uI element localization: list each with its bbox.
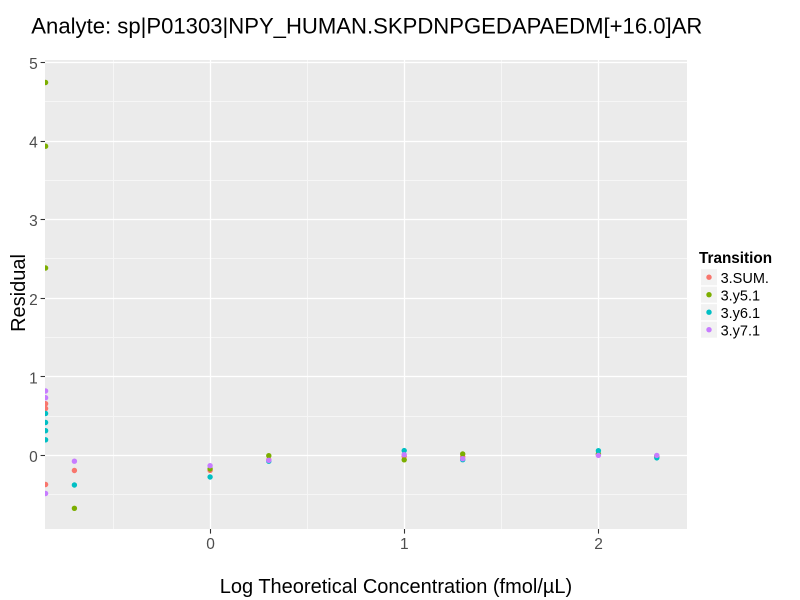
svg-text:1: 1 [400, 536, 409, 553]
svg-text:2: 2 [594, 536, 603, 553]
svg-text:Residual: Residual [8, 254, 30, 332]
svg-text:3.y7.1: 3.y7.1 [721, 324, 761, 340]
svg-text:2: 2 [29, 292, 38, 309]
svg-text:0: 0 [29, 449, 38, 466]
svg-text:3: 3 [29, 213, 38, 230]
svg-text:3.SUM.: 3.SUM. [721, 271, 769, 287]
svg-text:3.y6.1: 3.y6.1 [721, 306, 761, 322]
svg-text:Analyte: sp|P01303|NPY_HUMAN.S: Analyte: sp|P01303|NPY_HUMAN.SKPDNPGEDAP… [31, 14, 702, 39]
svg-text:1: 1 [29, 370, 38, 387]
svg-text:5: 5 [29, 56, 38, 73]
svg-text:Transition: Transition [699, 250, 772, 267]
svg-text:Log Theoretical Concentration: Log Theoretical Concentration (fmol/µL) [220, 576, 572, 598]
svg-text:3.y5.1: 3.y5.1 [721, 289, 761, 305]
svg-text:4: 4 [29, 135, 38, 152]
svg-text:0: 0 [206, 536, 215, 553]
